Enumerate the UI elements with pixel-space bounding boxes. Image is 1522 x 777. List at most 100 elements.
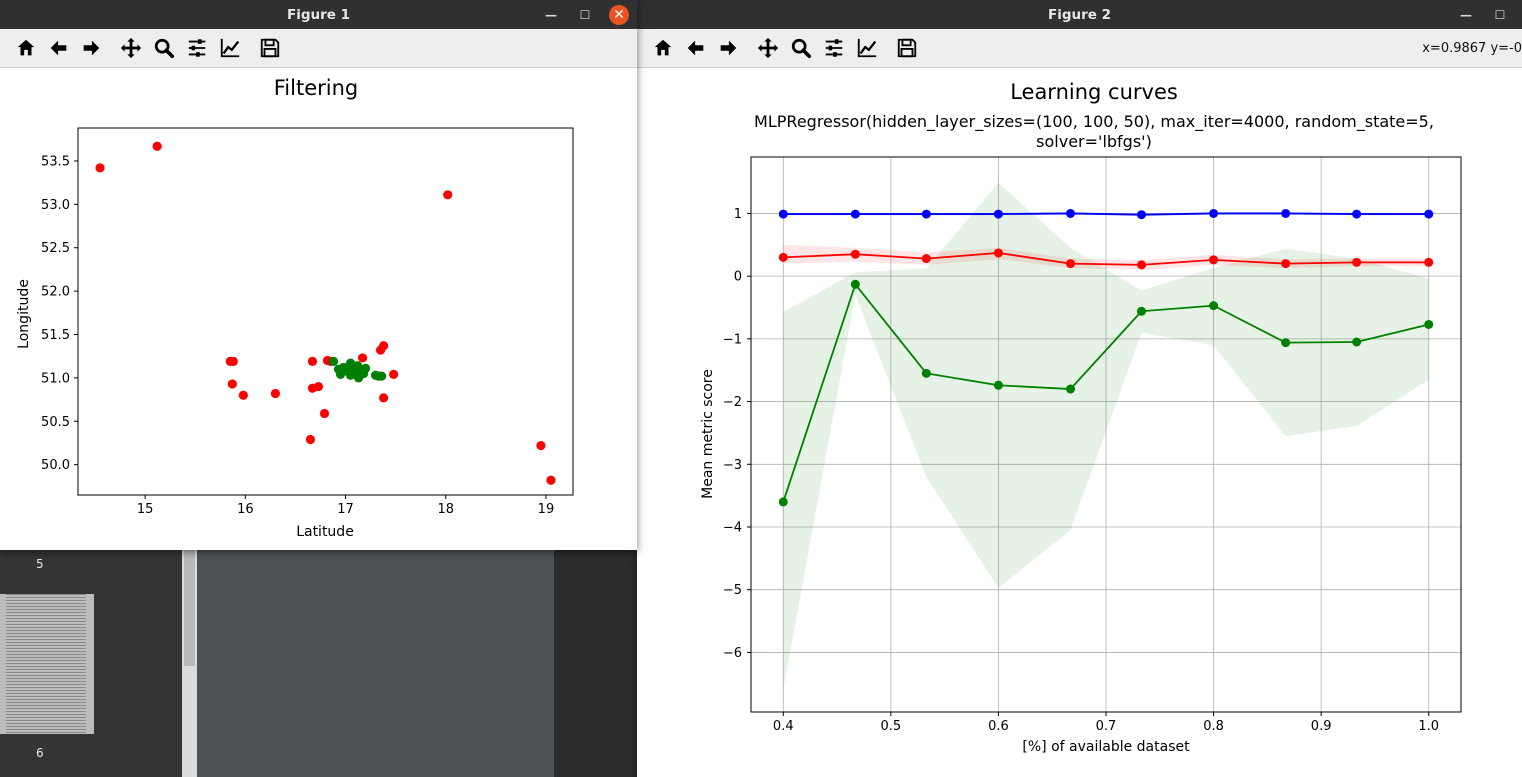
window-title: Figure 1 [286, 7, 351, 23]
data-point [1137, 306, 1146, 316]
forward-button[interactable] [79, 36, 103, 60]
data-point [305, 434, 316, 445]
x-axis-label: Latitude [296, 524, 354, 540]
data-point [307, 356, 318, 366]
cursor-coordinates: x=0.9867 y=-0 [1422, 41, 1522, 56]
edit-axis-icon [857, 38, 877, 58]
pan-icon [120, 37, 142, 59]
figure1-toolbar [0, 29, 637, 68]
y-tick-label: −3 [723, 458, 742, 473]
page-number: 6 [36, 746, 44, 760]
save-button[interactable] [895, 36, 919, 60]
data-point [1137, 210, 1146, 220]
maximize-button[interactable]: ☐ [579, 8, 591, 22]
zoom-button[interactable] [152, 36, 176, 60]
data-point [993, 248, 1003, 258]
chart-subtitle: MLPRegressor(hidden_layer_sizes=(100, 10… [754, 112, 1434, 132]
chart-title: Filtering [274, 76, 358, 100]
filtering-chart[interactable]: Filtering 15 16 17 18 19 50.0 50.5 51.0 51.5 52.0 5… [0, 68, 637, 550]
series-line [783, 252, 1429, 266]
data-point [546, 475, 556, 485]
x-tick-label: 0.7 [1096, 719, 1117, 734]
x-axis-label: [%] of available dataset [1022, 739, 1190, 755]
data-point [1281, 208, 1291, 218]
configure-icon [825, 39, 843, 57]
forward-button[interactable] [716, 36, 740, 60]
back-button[interactable] [684, 36, 708, 60]
data-point [1209, 255, 1219, 265]
data-point [1352, 209, 1362, 219]
data-point [389, 369, 399, 380]
data-point [1209, 208, 1219, 218]
minimize-button[interactable]: — [545, 8, 557, 22]
data-point [228, 356, 238, 366]
y-tick-label: 52.5 [41, 241, 70, 256]
data-point [1209, 301, 1219, 311]
figure1-titlebar[interactable]: Figure 1 — ☐ ✕ [0, 0, 637, 29]
x-tick-label: 1.0 [1418, 719, 1439, 734]
zoom-icon [154, 38, 175, 59]
save-icon [260, 38, 280, 58]
pan-button[interactable] [119, 36, 143, 60]
data-point [1424, 209, 1434, 219]
y-tick-label: 1 [734, 207, 742, 222]
configure-button[interactable] [185, 36, 209, 60]
home-icon [17, 39, 35, 56]
back-icon [687, 40, 704, 56]
figure1-window: Figure 1 — ☐ ✕ Filtering 15 16 17 18 19 50.0 50… [0, 0, 637, 550]
configure-button[interactable] [822, 36, 846, 60]
data-point [313, 381, 324, 392]
data-point [921, 254, 931, 264]
data-point [379, 393, 389, 403]
y-tick-label: 0 [734, 270, 742, 285]
configure-icon [188, 39, 206, 57]
data-point [379, 341, 389, 351]
close-button[interactable]: ✕ [609, 5, 629, 25]
data-point [850, 209, 860, 219]
y-tick-label: 50.0 [41, 458, 70, 473]
data-point [319, 408, 330, 419]
back-button[interactable] [47, 36, 71, 60]
data-point [1352, 257, 1362, 267]
plot-frame [77, 127, 574, 496]
window-title: Figure 2 [1047, 7, 1112, 23]
x-tick-label: 0.5 [881, 719, 902, 734]
figure2-titlebar[interactable]: Figure 2 — ☐ [637, 0, 1522, 29]
save-icon [897, 38, 917, 58]
zoom-button[interactable] [789, 36, 813, 60]
data-point [238, 390, 248, 400]
y-tick-label: −4 [723, 521, 742, 536]
y-tick-label: −5 [723, 583, 742, 598]
save-button[interactable] [258, 36, 282, 60]
forward-icon [720, 40, 737, 56]
edit-axis-button[interactable] [218, 36, 242, 60]
document-area [197, 550, 554, 777]
data-point [778, 497, 788, 507]
home-icon [654, 39, 672, 56]
data-point [850, 249, 860, 259]
page-thumbnail[interactable] [0, 594, 94, 734]
learning-curves-chart[interactable]: Learning curves MLPRegressor(hidden_layer… [637, 68, 1522, 777]
x-tick-label: 0.4 [773, 719, 794, 734]
chart-title: Learning curves [1010, 80, 1178, 104]
data-point [1424, 319, 1434, 329]
x-tick-label: 16 [237, 502, 254, 517]
data-point [270, 388, 280, 399]
data-point [778, 209, 788, 219]
forward-icon [83, 40, 100, 56]
data-point [227, 379, 237, 389]
maximize-button[interactable]: ☐ [1494, 8, 1506, 22]
pan-button[interactable] [756, 36, 780, 60]
x-tick-label: 0.6 [988, 719, 1009, 734]
x-tick-label: 18 [437, 502, 454, 517]
data-point [1281, 338, 1291, 348]
home-button[interactable] [14, 36, 38, 60]
x-tick-label: 15 [137, 502, 154, 517]
edit-axis-button[interactable] [855, 36, 879, 60]
x-tick-label: 0.8 [1203, 719, 1224, 734]
scrollbar-thumb[interactable] [184, 550, 195, 666]
data-point [1352, 337, 1362, 347]
home-button[interactable] [651, 36, 675, 60]
minimize-button[interactable]: — [1460, 8, 1472, 22]
data-point [921, 368, 931, 378]
